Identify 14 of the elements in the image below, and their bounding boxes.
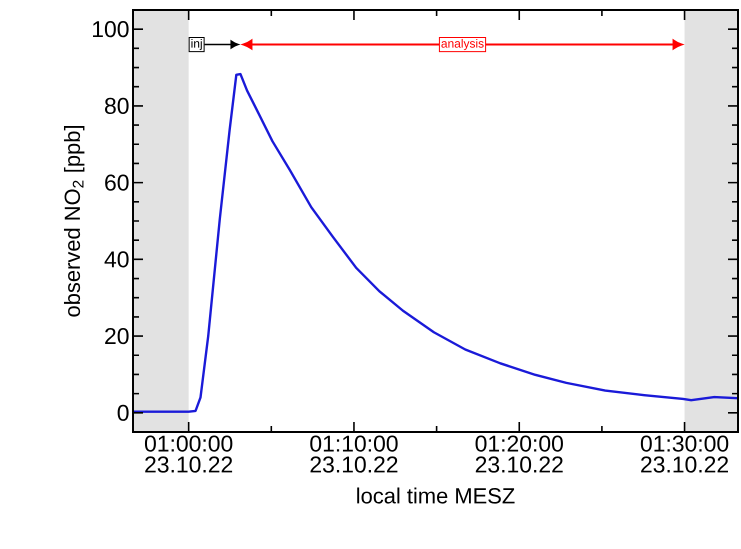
y-tick-label: 40 xyxy=(104,251,129,268)
y-tick-label: 80 xyxy=(105,98,129,114)
annotation: analysis xyxy=(441,38,484,50)
x-tick-label: 01:00:00 23.10.22 xyxy=(144,436,232,473)
x-tick-label: 01:30:00 23.10.22 xyxy=(640,436,728,473)
y-axis-title: observed NO$_{2}$ [ppb] xyxy=(64,126,84,317)
x-axis-title: local time MESZ xyxy=(357,487,515,504)
annotation: inj xyxy=(191,38,202,50)
x-tick-label: 01:10:00 23.10.22 xyxy=(310,436,398,473)
y-tick-label: 20 xyxy=(105,328,129,344)
y-tick-label: 60 xyxy=(105,174,129,191)
y-tick-label: 100 xyxy=(93,21,129,38)
y-tick-label: 0 xyxy=(118,404,129,421)
x-tick-label: 01:20:00 23.10.22 xyxy=(476,436,563,473)
